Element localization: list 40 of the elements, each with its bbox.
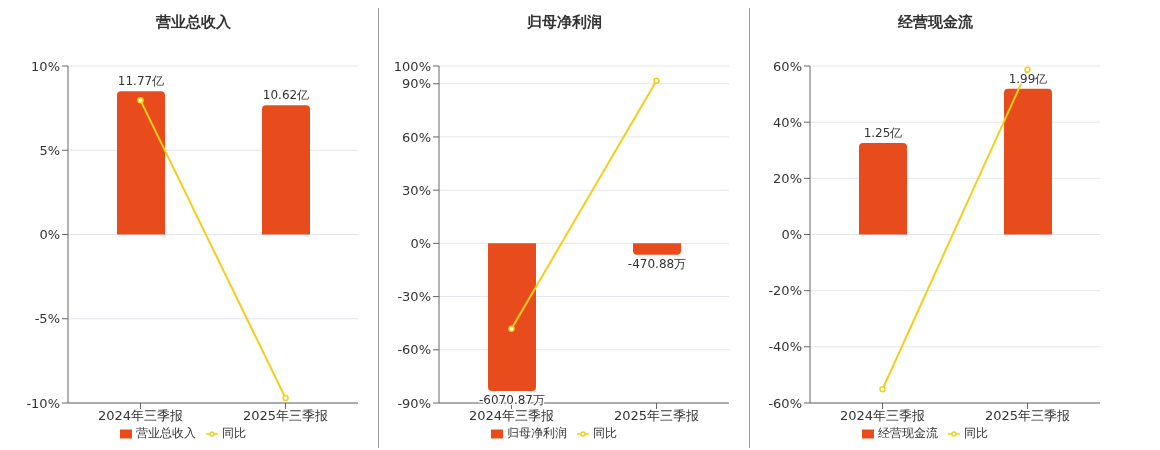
legend-label: 同比 — [593, 426, 617, 440]
y-tick-label: -20% — [768, 283, 802, 299]
y-tick-label: -90% — [397, 395, 431, 411]
chart-title: 经营现金流 — [896, 12, 974, 33]
y-tick-label: 0% — [781, 227, 802, 243]
y-tick-label: 40% — [773, 114, 802, 130]
legend-label: 经营现金流 — [878, 426, 938, 440]
x-tick-label: 2025年三季报 — [613, 408, 700, 424]
data-label: 1.25亿 — [863, 125, 903, 140]
y-tick-label: 5% — [39, 142, 60, 158]
y-tick-label: 10% — [31, 58, 60, 74]
y-tick-label: -5% — [34, 311, 60, 327]
y-tick-label: 0% — [39, 227, 60, 243]
x-tick-label: 2024年三季报 — [97, 408, 184, 424]
y-tick-label: 20% — [773, 170, 802, 186]
x-tick-label: 2024年三季报 — [839, 408, 926, 424]
y-tick-label: 90% — [402, 76, 431, 92]
y-tick-label: -10% — [26, 395, 60, 411]
y-tick-label: 100% — [393, 58, 431, 74]
x-tick-label: 2024年三季报 — [468, 408, 555, 424]
legend-label: 归母净利润 — [507, 426, 567, 440]
y-tick-label: -30% — [397, 289, 431, 305]
y-tick-label: -60% — [768, 395, 802, 411]
y-tick-label: 0% — [410, 235, 431, 251]
y-tick-label: -40% — [768, 339, 802, 355]
data-label: 10.62亿 — [262, 88, 310, 103]
legend-label: 同比 — [222, 426, 246, 440]
x-tick-label: 2025年三季报 — [242, 408, 329, 424]
x-tick-label: 2025年三季报 — [984, 408, 1071, 424]
legend-label: 同比 — [964, 426, 988, 440]
y-tick-label: 60% — [402, 129, 431, 145]
data-label: -470.88万 — [627, 256, 687, 271]
y-tick-label: 60% — [773, 58, 802, 74]
chart-title: 归母净利润 — [525, 12, 603, 33]
data-label: 11.77亿 — [117, 74, 165, 89]
chart-title: 营业总收入 — [154, 12, 232, 33]
legend-label: 营业总收入 — [136, 426, 196, 440]
y-tick-label: -60% — [397, 342, 431, 358]
y-tick-label: 30% — [402, 182, 431, 198]
data-label: -6070.87万 — [479, 392, 545, 407]
